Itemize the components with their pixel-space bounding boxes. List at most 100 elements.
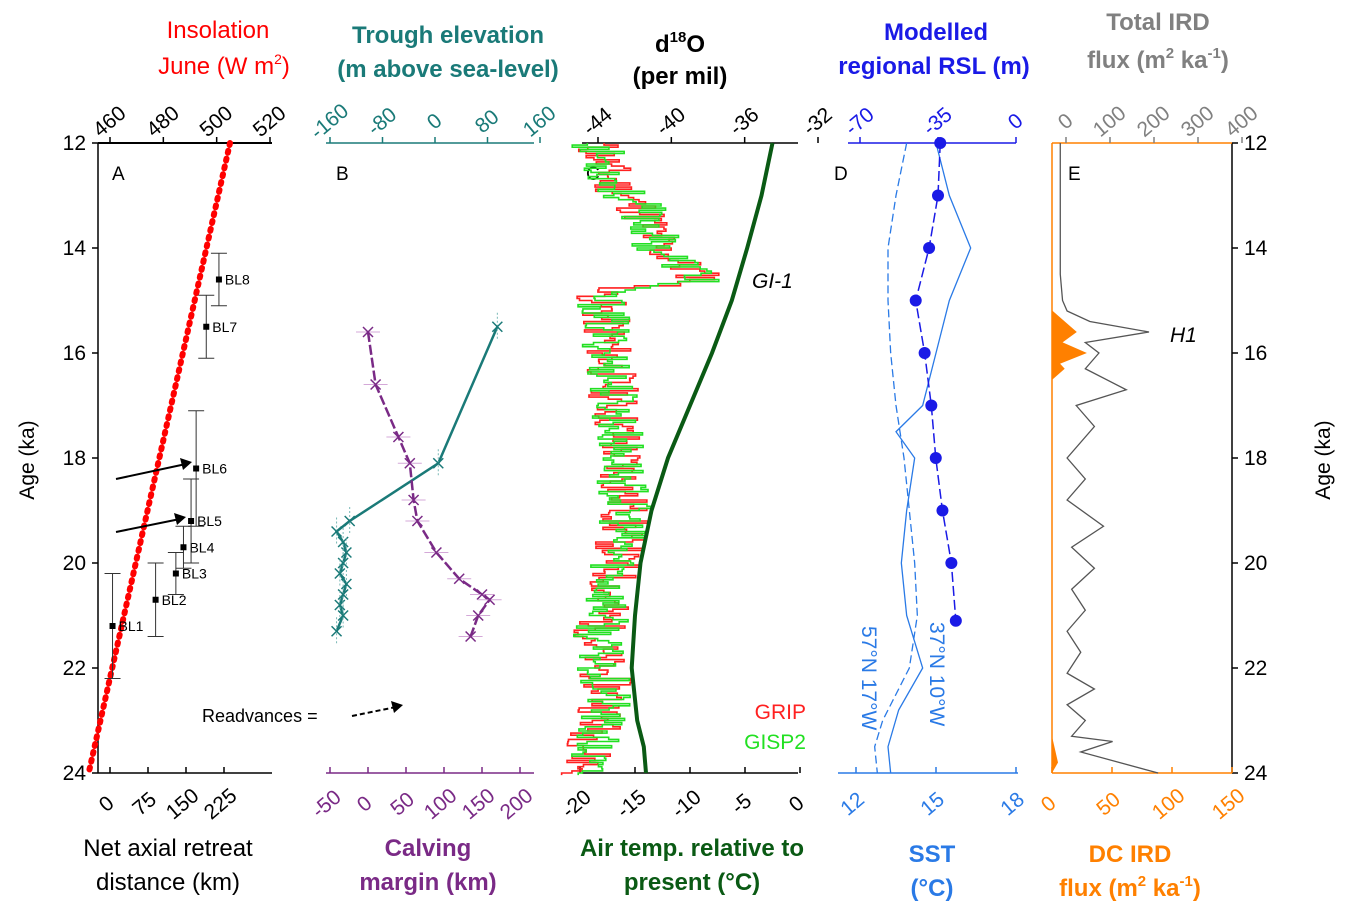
- trough-elevation-line: [337, 327, 498, 632]
- panel-b-bottom-title-line2: margin (km): [359, 869, 496, 896]
- left-axis-label: Age (ka): [16, 420, 39, 499]
- right-age-axis: 12141618202224 Age (ka): [1232, 132, 1335, 785]
- panel-e-bottom-tick-label: 50: [1092, 788, 1125, 821]
- left-age-tick-label: 16: [63, 342, 86, 365]
- left-age-tick-label: 14: [63, 237, 87, 260]
- panel-e: Total IRD flux (m2 ka-1) 0 100 200 300 400 0…: [1037, 9, 1263, 902]
- retreat-point-label: BL1: [119, 618, 144, 634]
- panel-e-bottom-tick-label: 150: [1208, 784, 1250, 824]
- panel-c-bottom-tick-label: -10: [668, 786, 706, 823]
- panel-a-top-title-line2: June (W m2): [158, 51, 290, 80]
- panel-b-bottom-tick-label: 200: [496, 784, 538, 824]
- panel-d-bottom-tick-label: 15: [916, 788, 949, 821]
- panel-d: Modelled regional RSL (m) -70 -35 0 12 15 18…: [834, 19, 1030, 902]
- h1-annotation: H1: [1170, 324, 1197, 347]
- legend-grip: GRIP: [755, 701, 806, 724]
- panel-c-top-tick-label: -36: [725, 103, 763, 140]
- panel-a-bottom-title-line1: Net axial retreat: [83, 835, 253, 862]
- panel-b: Trough elevation (m above sea-level) -16…: [306, 22, 560, 896]
- panel-a: Insolation June (W m2) 460 480 500 520 0 75 1…: [83, 17, 403, 896]
- right-age-tick-label: 20: [1244, 552, 1267, 575]
- panel-a-bottom-title-line2: distance (km): [96, 869, 240, 896]
- panel-c: d18O (per mil) -44 -40 -36 -32 -20 -15 -10 -5 0…: [558, 29, 837, 896]
- panel-b-bottom-title-line1: Calving: [385, 835, 472, 862]
- panel-e-bottom-title-line2: flux (m2 ka-1): [1059, 873, 1201, 902]
- panel-d-bottom-tick-label: 12: [836, 788, 869, 821]
- panel-d-bottom-title-line1: SST: [909, 841, 956, 868]
- panel-a-top-tick-label: 480: [142, 102, 184, 142]
- readvance-label: Readvances =: [202, 706, 318, 726]
- panel-b-bottom-tick-label: 100: [420, 784, 462, 824]
- panel-c-bottom-title-line2: present (°C): [624, 869, 760, 896]
- panel-b-bottom-tick-label: 0: [353, 792, 377, 817]
- panel-e-top-tick-label: 100: [1089, 102, 1131, 142]
- gi1-annotation: GI-1: [752, 270, 793, 293]
- left-age-tick-label: 22: [63, 657, 86, 680]
- panel-d-top-tick-label: -70: [841, 103, 879, 140]
- rsl-point: [910, 295, 922, 307]
- panel-d-top-tick-label: -35: [919, 103, 957, 140]
- panel-e-top-title-line1: Total IRD: [1106, 9, 1210, 36]
- legend-gisp2: GISP2: [744, 731, 806, 754]
- left-age-axis: 12141618202224 Age (ka): [16, 132, 98, 785]
- retreat-point: [180, 544, 186, 550]
- panel-a-letter: A: [112, 164, 125, 185]
- left-age-tick-label: 18: [63, 447, 86, 470]
- rsl-point: [936, 505, 948, 517]
- right-age-tick-label: 16: [1244, 342, 1267, 365]
- panel-c-bottom-tick-label: -15: [613, 786, 651, 823]
- right-age-tick-label: 22: [1244, 657, 1267, 680]
- panel-c-bottom-tick-label: 0: [785, 792, 809, 817]
- panel-d-letter: D: [834, 164, 848, 185]
- right-age-tick-label: 18: [1244, 447, 1267, 470]
- panel-a-top-title-line1: Insolation: [167, 17, 270, 44]
- panel-e-bottom-tick-label: 100: [1148, 784, 1190, 824]
- panel-c-top-tick-label: -40: [652, 103, 690, 140]
- retreat-point: [216, 277, 222, 283]
- rsl-line: [916, 143, 956, 621]
- panel-c-top-title-line2: (per mil): [633, 63, 728, 90]
- rsl-point: [923, 242, 935, 254]
- right-age-tick-label: 12: [1244, 132, 1267, 155]
- left-age-tick-label: 20: [63, 552, 86, 575]
- panel-e-top-tick-label: 0: [1054, 109, 1078, 134]
- panel-a-bottom-tick-label: 75: [128, 788, 161, 821]
- rsl-point: [945, 557, 957, 569]
- rsl-point: [925, 400, 937, 412]
- panel-c-bottom-tick-label: -5: [727, 789, 756, 819]
- panel-c-top-title-line1: d18O: [655, 29, 705, 58]
- panel-d-top-tick-label: 0: [1004, 109, 1028, 134]
- calving-margin-line: [368, 332, 490, 637]
- panel-b-top-title-line1: Trough elevation: [352, 22, 544, 49]
- panel-d-bottom-title-line2: (°C): [911, 875, 954, 902]
- readvance-legend-arrow: [352, 701, 403, 716]
- panel-e-bottom-title-line1: DC IRD: [1089, 841, 1172, 868]
- panel-b-bottom-tick-label: -50: [308, 786, 346, 823]
- panel-b-top-tick-label: 160: [519, 102, 561, 142]
- sst-57n-line: [875, 143, 918, 773]
- retreat-point-label: BL8: [225, 272, 250, 288]
- retreat-point: [188, 518, 194, 524]
- dc-ird-area-base: [1052, 736, 1058, 773]
- panel-b-top-tick-label: -80: [363, 103, 401, 140]
- retreat-point: [110, 623, 116, 629]
- panel-e-top-title-line2: flux (m2 ka-1): [1087, 45, 1229, 74]
- panel-a-bottom-tick-label: 225: [200, 784, 242, 824]
- left-age-tick-label: 12: [63, 132, 86, 155]
- retreat-point: [193, 466, 199, 472]
- panel-d-top-title-line1: Modelled: [884, 19, 988, 46]
- rsl-point: [932, 190, 944, 202]
- panel-c-top-tick-label: -44: [579, 103, 617, 140]
- rsl-point: [950, 615, 962, 627]
- panel-d-bottom-tick-label: 18: [996, 788, 1029, 821]
- retreat-point-label: BL4: [189, 539, 214, 555]
- dc-ird-area: [1052, 311, 1086, 379]
- panel-c-bottom-tick-label: -20: [558, 786, 596, 823]
- panel-c-bottom-title-line1: Air temp. relative to: [580, 835, 804, 862]
- label-37n10w: 37°N 10°W: [925, 622, 948, 727]
- panel-a-top-tick-label: 500: [196, 102, 238, 142]
- retreat-point-label: BL6: [202, 461, 227, 477]
- right-axis-label: Age (ka): [1312, 420, 1335, 499]
- retreat-point: [203, 324, 209, 330]
- panel-e-letter: E: [1068, 164, 1081, 185]
